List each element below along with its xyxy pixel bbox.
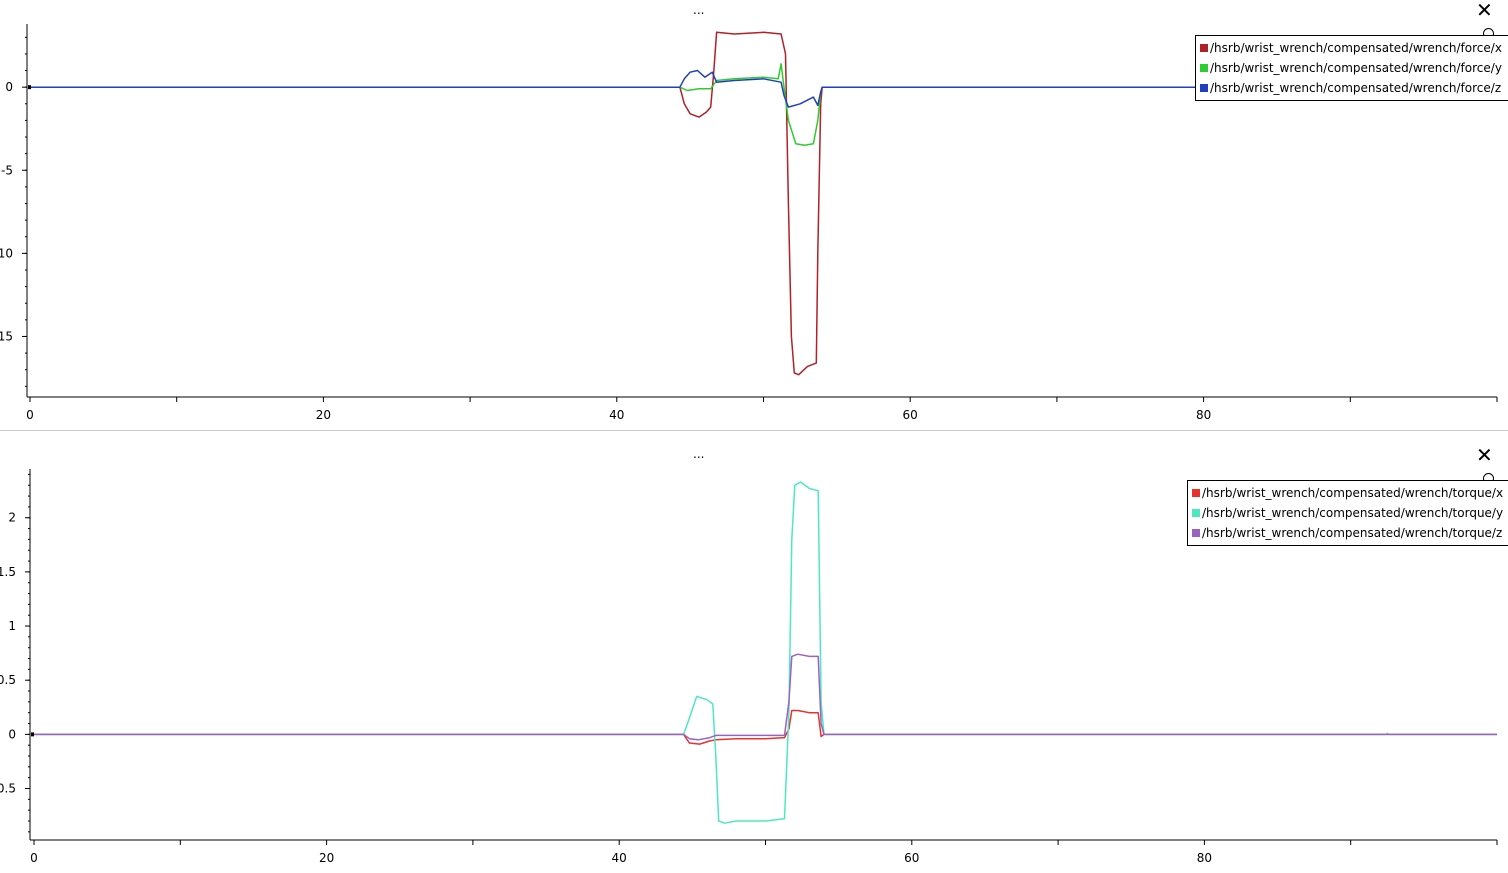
legend-item-torque-z[interactable]: /hsrb/wrist_wrench/compensated/wrench/to… xyxy=(1192,523,1503,543)
torque-plot-panel: 0 20 40 60 80 2 1.5 1 0.5 0 0.5 ... ✕ /hsrb/wrist_… xyxy=(0,431,1508,873)
y-tick-label: 0 xyxy=(5,80,13,94)
y-tick-label: -5 xyxy=(1,163,13,177)
force-plot-panel: 0 20 40 60 80 0 -5 10 15 ... ✕ /hsrb/wrist_wrenc… xyxy=(0,0,1508,430)
legend-label: /hsrb/wrist_wrench/compensated/wrench/fo… xyxy=(1210,81,1502,95)
x-tick-label: 0 xyxy=(30,851,38,865)
x-tick-label: 20 xyxy=(316,408,331,422)
legend-label: /hsrb/wrist_wrench/compensated/wrench/to… xyxy=(1202,526,1503,540)
legend-swatch xyxy=(1200,44,1208,52)
close-icon[interactable]: ✕ xyxy=(1476,443,1493,467)
legend-label: /hsrb/wrist_wrench/compensated/wrench/to… xyxy=(1202,506,1504,520)
legend-swatch xyxy=(1200,64,1208,72)
series-line-torque-z xyxy=(34,653,1497,741)
legend-label: /hsrb/wrist_wrench/compensated/wrench/to… xyxy=(1202,486,1504,500)
plot-title: ... xyxy=(693,3,705,17)
y-tick-label: 0.5 xyxy=(0,673,16,687)
force-plot[interactable]: 0 20 40 60 80 0 -5 10 15 xyxy=(0,0,1508,430)
y-tick-label: 0 xyxy=(8,727,16,741)
legend-item-force-z[interactable]: /hsrb/wrist_wrench/compensated/wrench/fo… xyxy=(1200,78,1502,98)
series-line-force-y xyxy=(30,63,1497,147)
legend-swatch xyxy=(1192,509,1200,517)
x-tick-label: 80 xyxy=(1197,851,1212,865)
x-tick-label: 40 xyxy=(612,851,627,865)
y-tick-label: 0.5 xyxy=(0,782,16,796)
series-line-torque-x xyxy=(34,709,1497,745)
legend-label: /hsrb/wrist_wrench/compensated/wrench/fo… xyxy=(1210,41,1502,55)
close-icon[interactable]: ✕ xyxy=(1476,0,1493,22)
x-tick-label: 60 xyxy=(903,408,918,422)
x-tick-label: 0 xyxy=(26,408,34,422)
y-tick-label: 2 xyxy=(8,511,16,525)
force-legend: /hsrb/wrist_wrench/compensated/wrench/fo… xyxy=(1195,35,1508,101)
x-tick-label: 60 xyxy=(904,851,919,865)
torque-legend: /hsrb/wrist_wrench/compensated/wrench/to… xyxy=(1187,480,1508,546)
torque-plot[interactable]: 0 20 40 60 80 2 1.5 1 0.5 0 0.5 xyxy=(0,431,1508,873)
y-tick-label: 15 xyxy=(0,329,13,343)
series-line-force-x xyxy=(30,31,1497,376)
y-tick-label: 10 xyxy=(0,246,13,260)
origin-marker xyxy=(28,85,31,90)
legend-swatch xyxy=(1192,529,1200,537)
legend-item-torque-x[interactable]: /hsrb/wrist_wrench/compensated/wrench/to… xyxy=(1192,483,1503,503)
x-tick-label: 80 xyxy=(1196,408,1211,422)
series-line-force-z xyxy=(30,69,1497,108)
panel-divider[interactable] xyxy=(0,430,1508,431)
legend-swatch xyxy=(1200,84,1208,92)
legend-item-force-y[interactable]: /hsrb/wrist_wrench/compensated/wrench/fo… xyxy=(1200,58,1502,78)
legend-item-torque-y[interactable]: /hsrb/wrist_wrench/compensated/wrench/to… xyxy=(1192,503,1503,523)
x-tick-label: 40 xyxy=(609,408,624,422)
x-tick-label: 20 xyxy=(319,851,334,865)
origin-marker xyxy=(31,732,34,737)
plot-title: ... xyxy=(693,447,705,461)
legend-item-force-x[interactable]: /hsrb/wrist_wrench/compensated/wrench/fo… xyxy=(1200,38,1502,58)
legend-swatch xyxy=(1192,489,1200,497)
y-tick-label: 1 xyxy=(8,619,16,633)
y-tick-label: 1.5 xyxy=(0,565,16,579)
legend-label: /hsrb/wrist_wrench/compensated/wrench/fo… xyxy=(1210,61,1502,75)
